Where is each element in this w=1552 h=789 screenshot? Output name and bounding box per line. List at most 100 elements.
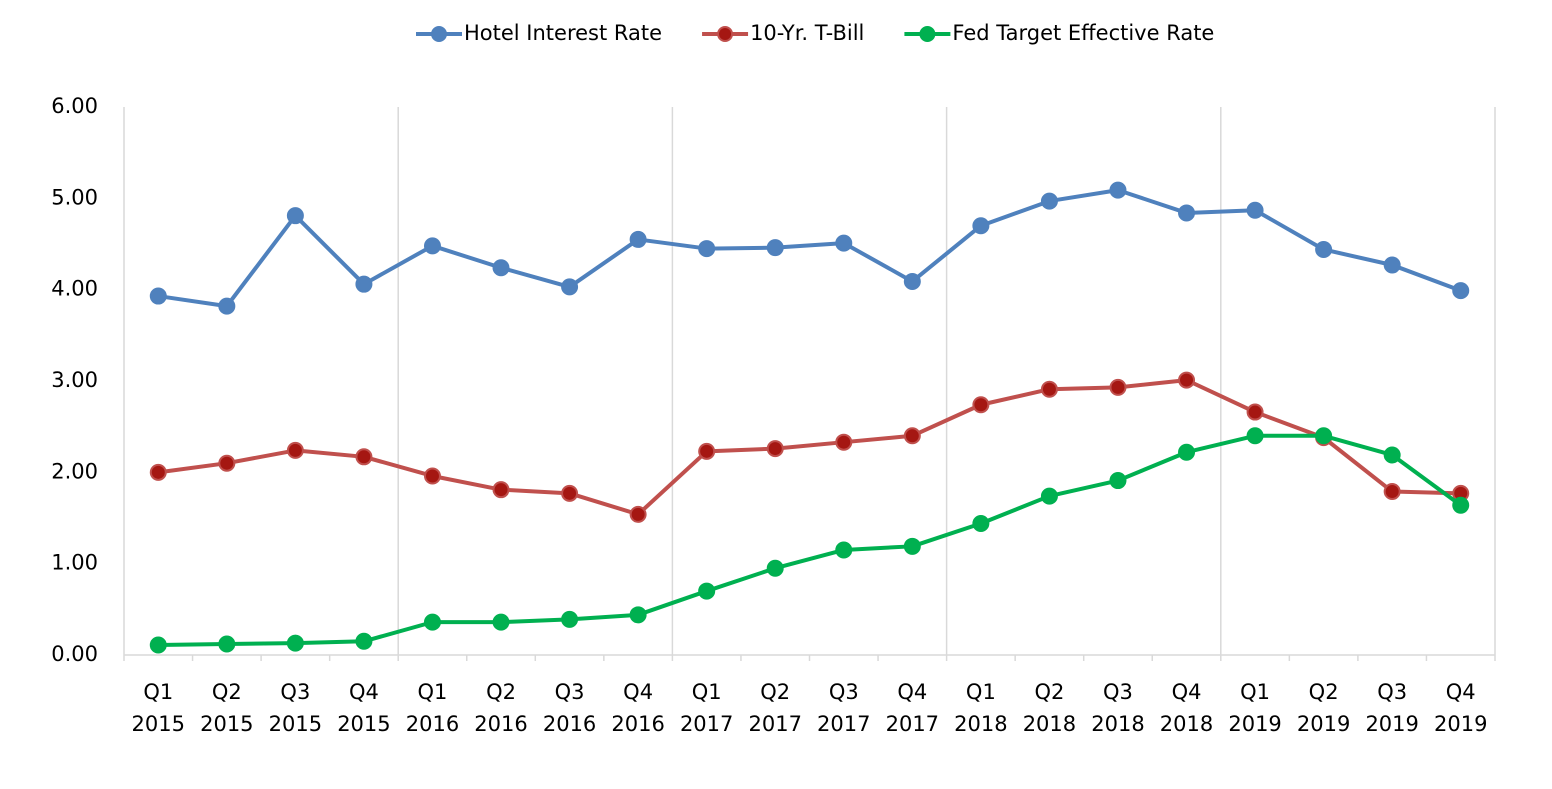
x-tick-line: 2018	[1091, 712, 1144, 736]
x-tick-label: Q2 2016	[474, 680, 527, 736]
x-tick-label: Q1 2016	[406, 680, 459, 736]
x-tick-label: Q2 2018	[1023, 680, 1076, 736]
data-point	[423, 467, 441, 485]
x-tick-line: 2015	[132, 712, 185, 736]
x-tick-label: Q1 2017	[680, 680, 733, 736]
x-tick-line: Q3	[555, 680, 585, 704]
x-tick-line: Q2	[212, 680, 242, 704]
x-tick-line: Q2	[486, 680, 516, 704]
legend-marker	[919, 26, 936, 42]
y-tick-label: 1.00	[51, 551, 98, 575]
data-point	[766, 559, 784, 577]
x-tick-label: Q1 2015	[132, 680, 185, 736]
x-tick-line: Q2	[1309, 680, 1339, 704]
x-tick-label: Q4 2016	[611, 680, 664, 736]
data-point	[972, 217, 990, 235]
x-tick-label: Q4 2018	[1160, 680, 1213, 736]
data-point	[1452, 282, 1470, 300]
data-point	[423, 237, 441, 255]
x-tick-line: Q1	[1240, 680, 1270, 704]
data-point	[1109, 181, 1127, 199]
x-tick-line: Q1	[966, 680, 996, 704]
series-line	[158, 433, 1462, 647]
x-tick-line: 2017	[680, 712, 733, 736]
data-point	[1040, 192, 1058, 210]
data-point	[1246, 427, 1264, 445]
data-point	[835, 433, 853, 451]
data-point	[1315, 427, 1333, 445]
x-tick-line: Q4	[1446, 680, 1476, 704]
y-tick-label: 4.00	[51, 277, 98, 301]
data-point	[1178, 204, 1196, 222]
x-tick-line: Q3	[1377, 680, 1407, 704]
x-tick-label: Q3 2016	[543, 680, 596, 736]
x-tick-line: Q1	[143, 680, 173, 704]
x-tick-label: Q2 2019	[1297, 680, 1350, 736]
data-point	[698, 240, 716, 258]
data-point	[286, 207, 304, 225]
y-tick-label: 3.00	[51, 368, 98, 392]
data-point	[492, 481, 510, 499]
x-tick-line: 2019	[1365, 712, 1418, 736]
data-point	[835, 541, 853, 559]
data-point	[423, 613, 441, 631]
x-tick-line: Q4	[897, 680, 927, 704]
x-tick-line: Q4	[623, 680, 653, 704]
x-tick-label: Q3 2018	[1091, 680, 1144, 736]
data-point	[355, 275, 373, 293]
legend-marker	[717, 26, 734, 42]
x-tick-line: Q3	[1103, 680, 1133, 704]
data-point	[1315, 240, 1333, 258]
x-tick-line: 2019	[1434, 712, 1487, 736]
x-tick-line: 2017	[817, 712, 870, 736]
data-point	[355, 632, 373, 650]
x-tick-line: 2016	[543, 712, 596, 736]
x-tick-label: Q1 2018	[954, 680, 1007, 736]
x-tick-line: Q1	[418, 680, 448, 704]
y-tick-label: 6.00	[51, 94, 98, 118]
data-point	[629, 606, 647, 624]
x-tick-line: 2018	[1160, 712, 1213, 736]
data-point	[218, 635, 236, 653]
data-point	[218, 454, 236, 472]
data-point	[149, 287, 167, 305]
data-point	[1383, 446, 1401, 464]
data-point	[972, 396, 990, 414]
data-point	[1178, 371, 1196, 389]
x-tick-line: 2015	[337, 712, 390, 736]
legend-label: 10-Yr. T-Bill	[750, 21, 864, 45]
data-point	[286, 441, 304, 459]
x-tick-line: Q2	[1034, 680, 1064, 704]
x-tick-label: Q3 2015	[269, 680, 322, 736]
data-point	[355, 448, 373, 466]
x-tick-line: Q3	[280, 680, 310, 704]
x-tick-label: Q1 2019	[1228, 680, 1281, 736]
data-point	[698, 582, 716, 600]
data-point	[629, 505, 647, 523]
data-point	[561, 484, 579, 502]
data-point	[629, 230, 647, 248]
data-point	[698, 442, 716, 460]
x-tick-line: Q4	[1172, 680, 1202, 704]
x-tick-line: Q4	[349, 680, 379, 704]
x-tick-line: 2016	[474, 712, 527, 736]
x-tick-line: 2016	[611, 712, 664, 736]
x-tick-label: Q3 2019	[1365, 680, 1418, 736]
data-point	[766, 239, 784, 257]
x-tick-line: Q2	[760, 680, 790, 704]
x-tick-line: Q1	[692, 680, 722, 704]
x-tick-line: 2019	[1228, 712, 1281, 736]
data-point	[492, 259, 510, 277]
x-tick-label: Q2 2015	[200, 680, 253, 736]
data-point	[1040, 487, 1058, 505]
legend-label: Hotel Interest Rate	[464, 21, 662, 45]
data-point	[561, 278, 579, 296]
data-point	[492, 613, 510, 631]
x-tick-line: 2018	[1023, 712, 1076, 736]
y-tick-label: 0.00	[51, 642, 98, 666]
legend-marker	[431, 26, 447, 42]
x-tick-label: Q4 2019	[1434, 680, 1487, 736]
data-point	[1109, 472, 1127, 490]
data-point	[1383, 483, 1401, 501]
